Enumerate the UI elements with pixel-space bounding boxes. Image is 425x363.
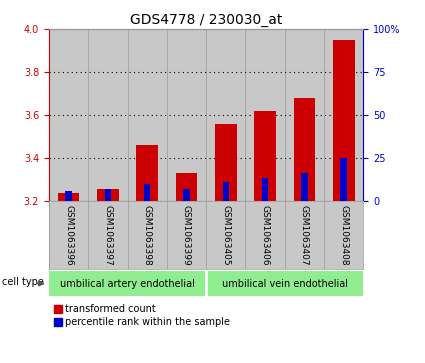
Text: GSM1063396: GSM1063396	[64, 205, 73, 266]
Bar	[324, 29, 363, 201]
Bar	[144, 184, 150, 201]
Bar	[128, 29, 167, 201]
Text: GSM1063399: GSM1063399	[182, 205, 191, 266]
Text: GSM1063405: GSM1063405	[221, 205, 230, 265]
Text: GSM1063397: GSM1063397	[103, 205, 112, 266]
Text: umbilical vein endothelial: umbilical vein endothelial	[222, 278, 348, 289]
Bar	[254, 111, 276, 201]
Bar	[58, 193, 79, 201]
Text: GSM1063406: GSM1063406	[261, 205, 269, 265]
Bar	[49, 29, 88, 201]
Bar	[262, 178, 268, 201]
Title: GDS4778 / 230030_at: GDS4778 / 230030_at	[130, 13, 282, 26]
Bar	[105, 188, 111, 201]
Bar	[245, 29, 285, 201]
Bar	[88, 29, 128, 201]
Bar	[333, 40, 354, 201]
Bar	[285, 29, 324, 201]
Bar	[167, 29, 206, 201]
Bar	[206, 29, 245, 201]
Bar	[223, 182, 229, 201]
Bar	[215, 124, 237, 201]
Bar	[301, 174, 308, 201]
Bar	[206, 271, 363, 296]
Legend: transformed count, percentile rank within the sample: transformed count, percentile rank withi…	[54, 304, 230, 327]
Bar	[340, 158, 347, 201]
Bar	[49, 271, 206, 296]
Text: cell type: cell type	[3, 277, 44, 287]
Bar	[65, 191, 72, 201]
Bar	[294, 98, 315, 201]
Bar	[183, 188, 190, 201]
Text: GSM1063408: GSM1063408	[339, 205, 348, 265]
Text: GSM1063398: GSM1063398	[143, 205, 152, 266]
Bar	[176, 174, 197, 201]
Text: umbilical artery endothelial: umbilical artery endothelial	[60, 278, 195, 289]
Bar	[97, 188, 119, 201]
Bar	[136, 146, 158, 201]
Text: GSM1063407: GSM1063407	[300, 205, 309, 265]
